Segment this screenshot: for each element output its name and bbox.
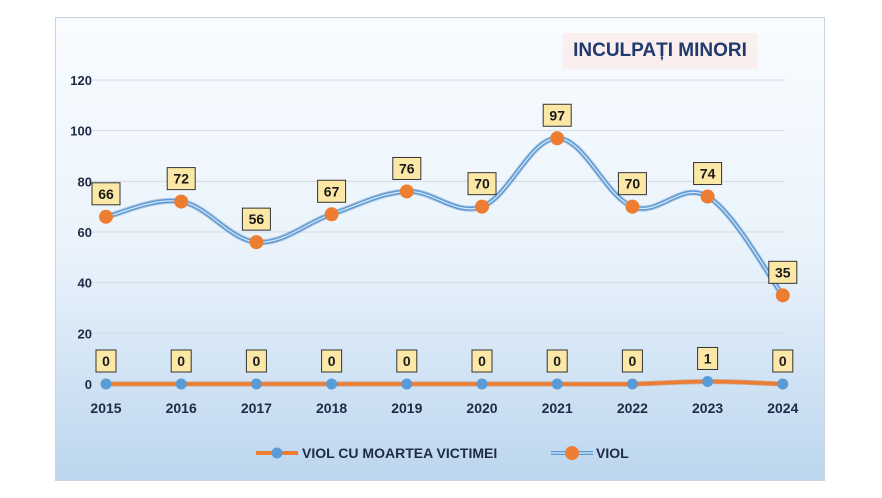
legend-marker — [271, 447, 283, 459]
data-point — [700, 189, 715, 204]
y-tick-label: 0 — [85, 377, 92, 392]
data-label-box — [166, 167, 196, 191]
data-point — [100, 378, 112, 390]
data-label-box — [693, 162, 723, 186]
x-tick-label: 2023 — [692, 400, 723, 416]
data-label-box — [241, 207, 271, 231]
gridlines — [92, 79, 785, 334]
chart-title-background — [563, 33, 757, 69]
chart-title: INCULPAȚI MINORI — [573, 40, 747, 61]
data-label: 35 — [775, 264, 791, 280]
data-label: 0 — [553, 353, 561, 369]
data-label-box — [95, 349, 117, 373]
data-point — [99, 209, 113, 224]
data-label-box — [91, 182, 121, 206]
data-point — [174, 194, 189, 209]
data-label: 0 — [328, 353, 336, 369]
series-line — [105, 379, 783, 386]
data-point — [702, 375, 714, 387]
data-point — [551, 378, 563, 390]
data-label-box — [617, 172, 647, 196]
x-tick-label: 2015 — [90, 400, 121, 416]
data-point — [475, 199, 489, 214]
x-tick-label: 2024 — [767, 400, 798, 416]
data-point — [175, 378, 187, 390]
data-labels: 0 0 0 0 0 0 0 0 1 0 66 72 56 67 76 70 97 70 74 35 — [91, 103, 798, 373]
data-label-box — [621, 349, 643, 373]
data-point — [399, 184, 414, 199]
data-point — [476, 378, 488, 390]
data-point — [249, 235, 264, 250]
data-label: 0 — [403, 353, 411, 369]
data-label: 66 — [98, 186, 114, 202]
data-label-box — [546, 349, 568, 373]
legend: VIOL CU MOARTEA VICTIMEI VIOL — [256, 445, 629, 461]
data-label: 67 — [324, 183, 340, 199]
y-tick-label: 40 — [78, 276, 92, 291]
data-label-box — [768, 260, 798, 284]
data-label-box — [542, 103, 572, 127]
data-label: 72 — [173, 171, 189, 187]
y-tick-label: 100 — [70, 124, 92, 139]
data-point — [401, 378, 413, 390]
chart-frame — [55, 17, 825, 481]
x-tick-label: 2019 — [391, 400, 422, 416]
data-label-box — [317, 179, 347, 203]
data-label: 70 — [474, 176, 490, 192]
data-label: 1 — [704, 350, 712, 366]
data-label: 74 — [700, 166, 716, 182]
data-point — [625, 199, 640, 214]
series-line-highlight — [105, 137, 784, 296]
x-tick-label: 2022 — [617, 400, 648, 416]
data-label-box — [245, 349, 267, 373]
data-label: 0 — [779, 353, 787, 369]
data-point — [326, 378, 338, 390]
y-tick-label: 20 — [78, 326, 92, 341]
data-label-box — [471, 349, 493, 373]
y-tick-label: 80 — [78, 174, 92, 189]
data-label: 70 — [625, 176, 641, 192]
data-point — [250, 378, 262, 390]
legend-marker — [565, 446, 579, 460]
data-label-box — [321, 349, 343, 373]
data-label: 0 — [177, 353, 185, 369]
data-point — [775, 288, 790, 303]
series-line-shadow — [105, 135, 786, 298]
data-label-box — [396, 349, 418, 373]
x-tick-label: 2021 — [542, 400, 573, 416]
data-label: 97 — [549, 107, 565, 123]
legend-label: VIOL CU MOARTEA VICTIMEI — [302, 445, 497, 461]
data-label: 56 — [249, 211, 265, 227]
data-label: 0 — [102, 353, 110, 369]
data-label-box — [392, 156, 422, 180]
data-label-box — [697, 346, 719, 370]
data-label-box — [170, 349, 192, 373]
data-point — [626, 378, 638, 390]
legend-label: VIOL — [596, 445, 629, 461]
y-tick-label: 120 — [70, 73, 92, 88]
data-label-box — [772, 349, 794, 373]
x-tick-label: 2017 — [241, 400, 272, 416]
data-point — [777, 378, 789, 390]
data-label: 0 — [629, 353, 637, 369]
data-label: 0 — [478, 353, 486, 369]
y-tick-label: 60 — [78, 225, 92, 240]
data-label: 0 — [253, 353, 261, 369]
data-point — [324, 207, 339, 222]
data-point — [550, 131, 565, 146]
series-lines — [99, 131, 790, 390]
x-tick-label: 2020 — [466, 400, 497, 416]
data-label: 76 — [399, 160, 415, 176]
x-tick-label: 2018 — [316, 400, 347, 416]
data-label-box — [467, 172, 497, 196]
x-tick-label: 2016 — [166, 400, 197, 416]
